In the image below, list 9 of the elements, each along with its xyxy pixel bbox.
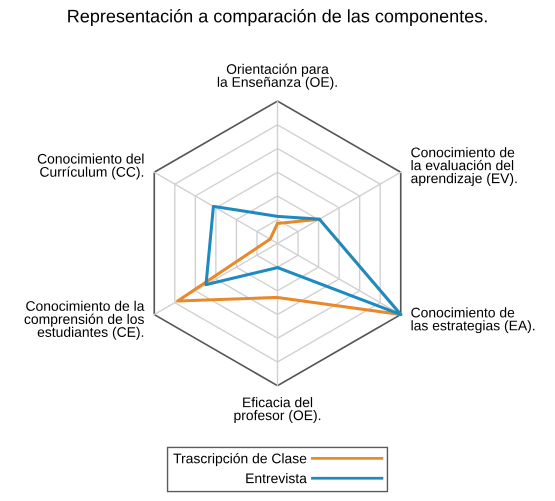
spoke-label: Conocimiento de la comprensión de los estudiantes (CE). [24, 300, 144, 340]
spoke-label: Conocimiento de la evaluación del aprendizaje (EV). [411, 147, 517, 186]
spoke-label: Eficacia del profesor (OE). [234, 397, 320, 423]
spoke-label: Conocimiento de las estrategias (EA). [411, 307, 534, 334]
legend-label: Entrevista [246, 473, 307, 484]
legend-label: Trascripción de Clase [173, 452, 306, 466]
spoke-label: Conocimiento del Currículum (CC). [38, 154, 144, 180]
spoke-label: Orientación para la Enseñanza (OE). [218, 64, 337, 90]
chart-title: Representación a comparación de las componentes. [68, 9, 487, 26]
